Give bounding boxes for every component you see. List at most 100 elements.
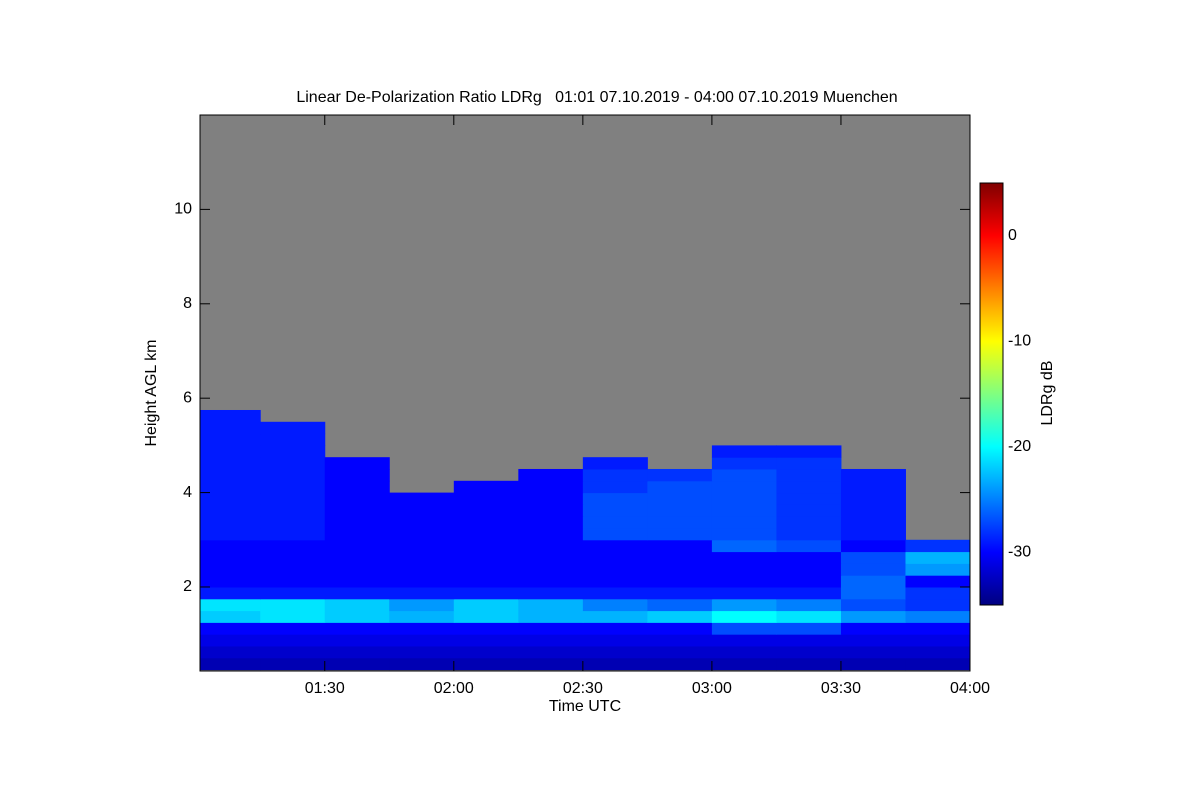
heatmap-cell: [582, 551, 648, 564]
heatmap-cell: [324, 504, 390, 517]
heatmap-cell: [260, 622, 326, 635]
heatmap-cell: [840, 516, 906, 529]
heatmap-cell: [647, 563, 713, 576]
heatmap-cell: [647, 480, 713, 494]
heatmap-cell: [453, 645, 519, 659]
axes: 2 4 6 8 10 01:30 02:00 02:30 03:00 03:30 04:00 0 -10…: [174, 115, 1031, 697]
heatmap-cell: [324, 468, 390, 482]
heatmap-cell: [324, 516, 390, 529]
heatmap-cell: [389, 492, 455, 505]
heatmap-cell: [260, 468, 326, 482]
heatmap-cell: [200, 634, 261, 647]
heatmap-cell: [518, 539, 584, 553]
heatmap-cell: [260, 575, 326, 588]
heatmap-cell: [453, 504, 519, 517]
heatmap-cell: [518, 657, 584, 671]
heatmap-cell: [200, 421, 261, 435]
heatmap-cell: [260, 527, 326, 541]
heatmap-cell: [389, 657, 455, 671]
heatmap-cell: [582, 563, 648, 576]
heatmap-cell: [711, 622, 777, 635]
heatmap-cell: [324, 622, 390, 635]
heatmap-cell: [453, 563, 519, 576]
heatmap-cell: [260, 657, 326, 671]
heatmap-cell: [711, 504, 777, 517]
heatmap-cell: [582, 575, 648, 588]
heatmap-cell: [324, 575, 390, 588]
heatmap-cell: [453, 610, 519, 623]
heatmap-cell: [200, 504, 261, 517]
heatmap-cell: [647, 634, 713, 647]
x-tick-label: 02:30: [563, 680, 603, 697]
heatmap-cell: [389, 634, 455, 647]
heatmap-cell: [518, 551, 584, 564]
x-tick-label: 04:00: [950, 680, 990, 697]
heatmap-cell: [905, 634, 970, 647]
heatmap-cell: [840, 586, 906, 600]
heatmap-cell: [647, 575, 713, 588]
heatmap-cell: [518, 634, 584, 647]
heatmap-cell: [518, 563, 584, 576]
heatmap-cell: [200, 645, 261, 659]
heatmap-cell: [647, 492, 713, 505]
heatmap-cell: [324, 457, 390, 470]
heatmap-cell: [260, 563, 326, 576]
heatmap-cell: [905, 610, 970, 623]
heatmap-cell: [200, 433, 261, 446]
heatmap-cell: [905, 563, 970, 576]
heatmap-cell: [840, 598, 906, 612]
heatmap-cell: [647, 527, 713, 541]
heatmap-cell: [905, 645, 970, 659]
heatmap-cell: [776, 610, 842, 623]
y-tick-label: 4: [183, 484, 192, 501]
heatmap-cell: [776, 492, 842, 505]
heatmap-cell: [260, 598, 326, 612]
heatmap-cell: [776, 551, 842, 564]
heatmap-cell: [647, 598, 713, 612]
heatmap-cell: [200, 657, 261, 671]
heatmap-cell: [200, 457, 261, 470]
heatmap-cell: [260, 586, 326, 600]
heatmap-cell: [260, 516, 326, 529]
colorbar-tick-label: -10: [1008, 332, 1031, 349]
heatmap-cell: [518, 575, 584, 588]
heatmap-cell: [711, 492, 777, 505]
heatmap-cell: [200, 527, 261, 541]
x-tick-label: 02:00: [434, 680, 474, 697]
heatmap-cell: [324, 657, 390, 671]
heatmap-cell: [776, 586, 842, 600]
heatmap-cell: [324, 598, 390, 612]
heatmap-cell: [200, 409, 261, 423]
heatmap-cell: [324, 645, 390, 659]
heatmap-cell: [776, 480, 842, 494]
heatmap-cell: [582, 586, 648, 600]
heatmap-cell: [840, 504, 906, 517]
heatmap-cell: [647, 622, 713, 635]
heatmap-cell: [711, 598, 777, 612]
heatmap-cell: [260, 551, 326, 564]
heatmap-cell: [905, 622, 970, 635]
heatmap-cell: [200, 575, 261, 588]
heatmap-cell: [518, 598, 584, 612]
heatmap-cell: [840, 622, 906, 635]
heatmap-cell: [776, 575, 842, 588]
heatmap-cell: [776, 645, 842, 659]
colorbar-tick-label: -30: [1008, 543, 1031, 560]
heatmap-cell: [518, 504, 584, 517]
heatmap-cell: [389, 622, 455, 635]
heatmap-cell: [776, 539, 842, 553]
heatmap-cell: [776, 563, 842, 576]
heatmap: [200, 409, 970, 671]
heatmap-cell: [453, 539, 519, 553]
heatmap-cell: [260, 445, 326, 458]
heatmap-cell: [453, 634, 519, 647]
heatmap-cell: [389, 598, 455, 612]
heatmap-cell: [389, 610, 455, 623]
heatmap-cell: [582, 480, 648, 494]
x-tick-label: 03:30: [821, 680, 861, 697]
heatmap-cell: [453, 551, 519, 564]
heatmap-cell: [324, 634, 390, 647]
heatmap-cell: [647, 468, 713, 482]
heatmap-cell: [840, 657, 906, 671]
